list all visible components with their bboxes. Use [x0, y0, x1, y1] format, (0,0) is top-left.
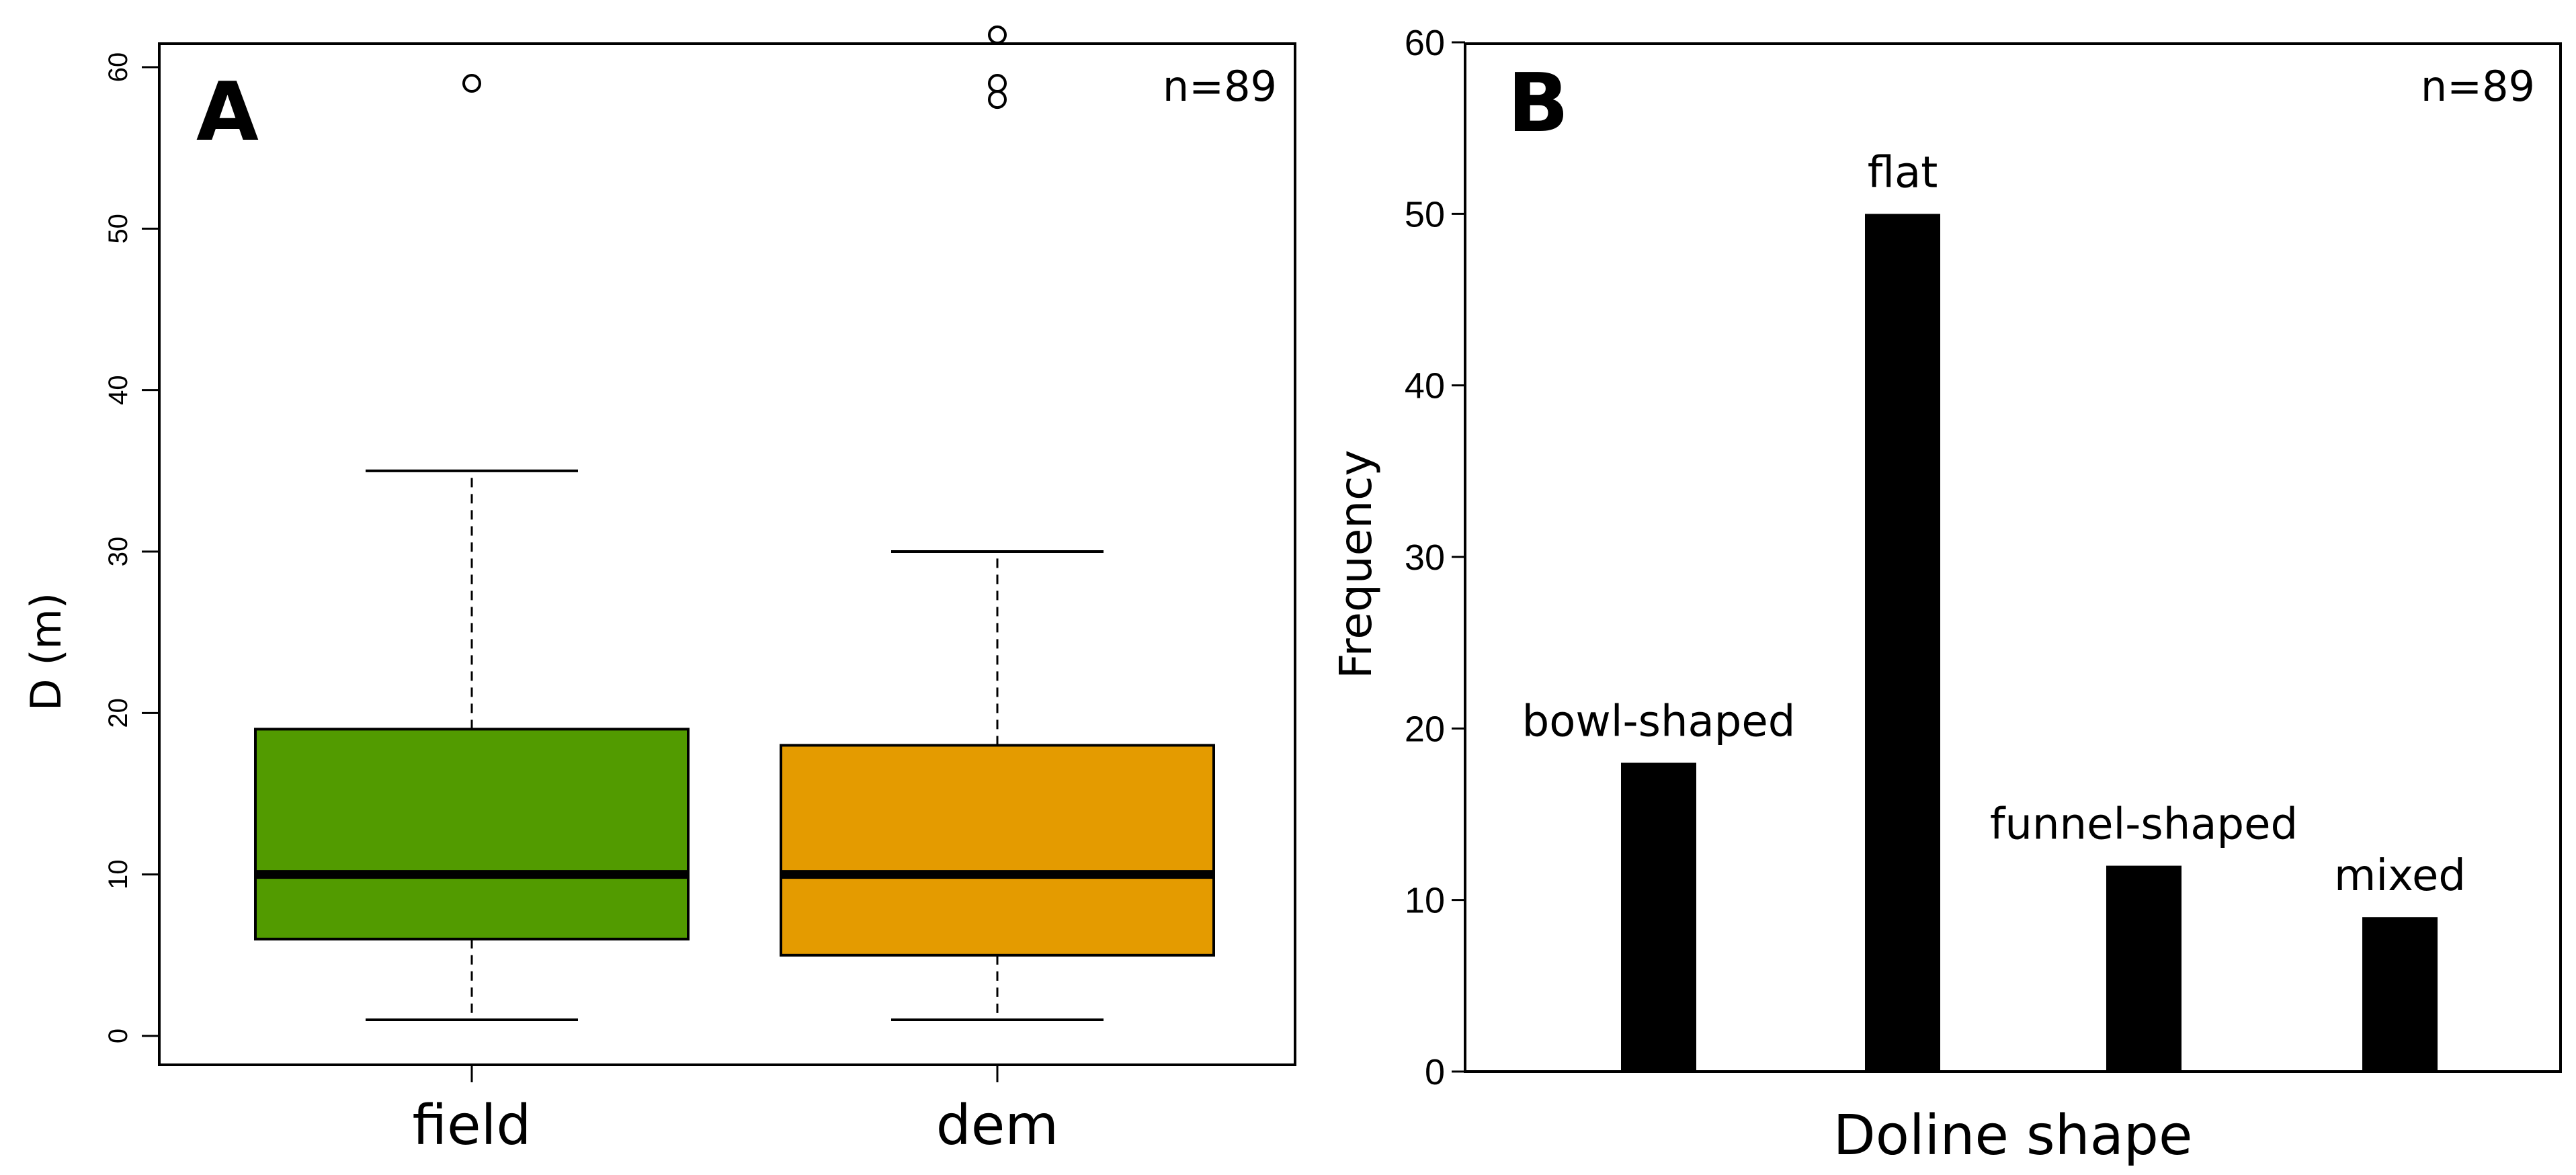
outlier-point [988, 74, 1007, 93]
y-tick-label: 50 [1405, 194, 1445, 234]
panel-b-letter: B [1507, 57, 1569, 150]
bar-bowl-shaped [1621, 763, 1696, 1072]
y-tick-label: 10 [1405, 881, 1445, 921]
category-label-dem: dem [936, 1094, 1058, 1158]
outlier-point [462, 74, 481, 93]
box-field [254, 74, 690, 1021]
panel-a-y-title: D (m) [22, 593, 71, 711]
panel-b-bars: bowl-shaped flat funnel-shaped mixed [1522, 148, 2466, 1072]
panel-a-n-label: n=89 [1163, 62, 1277, 111]
bar-mixed [2362, 917, 2438, 1072]
y-tick-label: 0 [103, 1029, 133, 1043]
outlier-point [988, 25, 1007, 44]
bar-label-bowl-shaped: bowl-shaped [1522, 697, 1796, 746]
panel-b-y-axis: 0 10 20 30 40 50 60 [1405, 23, 1465, 1092]
y-tick-label: 10 [103, 859, 133, 889]
y-tick-label: 0 [1425, 1052, 1445, 1092]
y-tick-label: 60 [103, 52, 133, 83]
y-tick-label: 20 [103, 698, 133, 728]
panel-a-boxes [254, 25, 1215, 1021]
panel-b-x-title: Doline shape [1833, 1104, 2193, 1168]
outlier-point [988, 90, 1007, 110]
panel-a: A n=89 D (m) 0 10 20 30 40 50 60 field dem [22, 25, 1296, 1158]
bar-flat [1865, 214, 1940, 1072]
panel-b: B n=89 Frequency Doline shape 0 10 20 30 40 5… [1330, 23, 2562, 1168]
panel-a-y-axis: 0 10 20 30 40 50 60 [103, 52, 161, 1043]
y-tick-label: 30 [1405, 537, 1445, 578]
bar-label-funnel-shaped: funnel-shaped [1990, 800, 2298, 850]
box-dem [780, 25, 1215, 1021]
category-label-field: field [413, 1094, 532, 1158]
y-tick-label: 20 [1405, 709, 1445, 749]
panel-a-x-axis: field dem [413, 1065, 1058, 1158]
panel-a-letter: A [196, 66, 259, 159]
y-tick-label: 50 [103, 214, 133, 244]
bar-funnel-shaped [2106, 865, 2182, 1072]
y-tick-label: 40 [103, 375, 133, 405]
y-tick-label: 60 [1405, 23, 1445, 63]
y-tick-label: 40 [1405, 366, 1445, 406]
bar-label-mixed: mixed [2334, 851, 2466, 901]
y-tick-label: 30 [103, 537, 133, 567]
iqr-box [780, 744, 1215, 957]
iqr-box [254, 728, 690, 941]
panel-b-y-title: Frequency [1330, 450, 1382, 679]
bar-label-flat: flat [1868, 148, 1938, 198]
panel-b-n-label: n=89 [2421, 62, 2535, 111]
